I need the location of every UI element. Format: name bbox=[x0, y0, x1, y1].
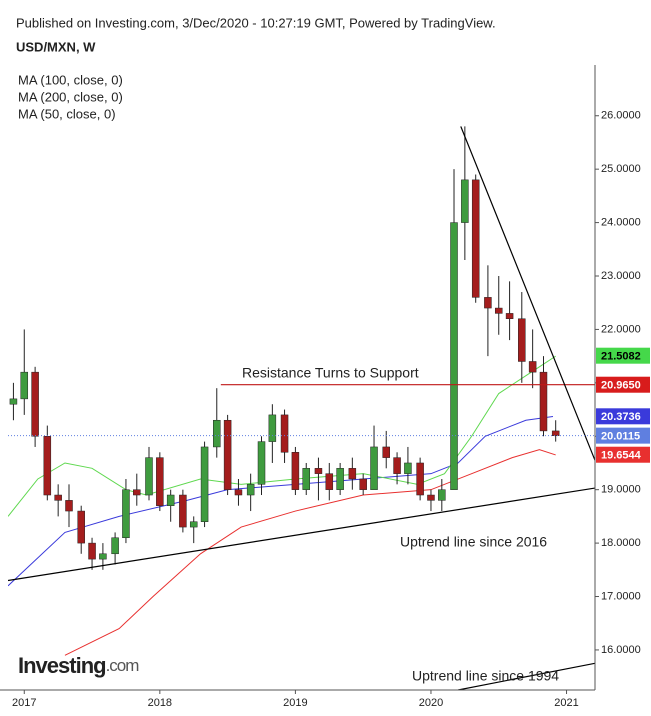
price-tag-label: 19.6544 bbox=[601, 450, 642, 462]
published-note: Published on Investing.com, 3/Dec/2020 -… bbox=[16, 15, 496, 30]
candle-body bbox=[348, 468, 357, 480]
price-tag-label: 20.9650 bbox=[601, 380, 641, 392]
candle-body bbox=[505, 313, 514, 319]
candle-body bbox=[234, 489, 243, 496]
trend-line bbox=[8, 487, 595, 582]
candle-body bbox=[268, 414, 277, 442]
candle-body bbox=[382, 446, 390, 458]
candle-body bbox=[494, 307, 503, 314]
candle-body bbox=[77, 510, 85, 544]
candle-body bbox=[99, 553, 107, 560]
candle-body bbox=[461, 179, 469, 223]
candle-body bbox=[200, 446, 209, 522]
x-tick-label: 2018 bbox=[148, 697, 172, 709]
candle-body bbox=[370, 446, 378, 490]
candle-body bbox=[450, 222, 458, 490]
legend-label: MA (50, close, 0) bbox=[18, 106, 116, 121]
price-tag-label: 20.3736 bbox=[601, 411, 641, 423]
candle-body bbox=[213, 419, 221, 448]
trend-line bbox=[457, 662, 595, 690]
candle-body bbox=[133, 489, 141, 496]
candle-body bbox=[246, 484, 255, 496]
candle-body bbox=[302, 468, 310, 490]
candle-body bbox=[404, 462, 412, 474]
candle-body bbox=[518, 318, 526, 362]
candle-body bbox=[393, 457, 401, 474]
price-tag-label: 20.0115 bbox=[601, 431, 640, 443]
y-tick-label: 23.0000 bbox=[601, 270, 641, 282]
y-tick-label: 17.0000 bbox=[601, 590, 641, 602]
x-tick-label: 2020 bbox=[419, 697, 443, 709]
candle-body bbox=[20, 371, 29, 400]
price-tag-label: 21.5082 bbox=[601, 351, 641, 363]
candle-body bbox=[336, 468, 344, 490]
y-tick-label: 25.0000 bbox=[601, 163, 641, 175]
moving-average bbox=[8, 355, 556, 517]
candle-body bbox=[427, 494, 435, 501]
candle-body bbox=[156, 457, 164, 506]
candle-body bbox=[122, 489, 130, 539]
candle-body bbox=[223, 419, 232, 490]
annotation: Uptrend line since 2016 bbox=[400, 533, 547, 549]
legend-label: MA (200, close, 0) bbox=[18, 89, 123, 104]
y-tick-label: 24.0000 bbox=[601, 216, 641, 228]
y-tick-label: 18.0000 bbox=[601, 537, 641, 549]
price-tag bbox=[596, 376, 650, 393]
candle-body bbox=[166, 494, 175, 506]
price-tag bbox=[596, 427, 650, 444]
trend-line bbox=[460, 126, 595, 461]
plot-area bbox=[8, 126, 595, 690]
candle-body bbox=[484, 297, 492, 309]
x-tick-label: 2021 bbox=[554, 697, 578, 709]
candle-body bbox=[31, 371, 39, 437]
price-tag bbox=[596, 446, 650, 463]
candle-body bbox=[179, 494, 187, 528]
symbol: USD/MXN, W bbox=[16, 39, 96, 54]
candle-body bbox=[43, 436, 52, 496]
candle-body bbox=[528, 361, 537, 373]
price-tag bbox=[596, 347, 650, 364]
annotation: Resistance Turns to Support bbox=[242, 364, 419, 380]
x-tick-label: 2019 bbox=[283, 697, 307, 709]
candle-body bbox=[325, 473, 334, 490]
legend-label: MA (100, close, 0) bbox=[18, 72, 123, 87]
price-tag bbox=[596, 408, 650, 425]
candle-body bbox=[65, 500, 73, 512]
candle-body bbox=[438, 489, 446, 501]
candle-body bbox=[88, 542, 96, 560]
candle-body bbox=[551, 430, 560, 436]
y-tick-label: 16.0000 bbox=[601, 644, 641, 656]
candle-body bbox=[54, 494, 62, 501]
candle-body bbox=[145, 457, 153, 496]
moving-average bbox=[64, 449, 556, 656]
candle-body bbox=[9, 398, 18, 405]
candle-body bbox=[280, 414, 289, 453]
x-tick-label: 2017 bbox=[12, 697, 36, 709]
y-tick-label: 19.0000 bbox=[601, 484, 641, 496]
candle-body bbox=[471, 179, 480, 298]
logo-name: Investing bbox=[18, 653, 106, 678]
logo-suffix: .com bbox=[106, 656, 140, 675]
y-tick-label: 22.0000 bbox=[601, 323, 641, 335]
candle-body bbox=[111, 537, 119, 555]
candle-body bbox=[257, 441, 266, 485]
annotation: Uptrend line since 1994 bbox=[412, 668, 559, 684]
candle-body bbox=[314, 468, 323, 474]
candle-body bbox=[416, 462, 424, 496]
y-tick-label: 26.0000 bbox=[601, 110, 641, 122]
candle-body bbox=[359, 478, 367, 490]
candle-body bbox=[291, 452, 300, 490]
candle-body bbox=[189, 521, 198, 528]
logo: Investing.com bbox=[18, 653, 139, 678]
candle-body bbox=[539, 371, 548, 432]
